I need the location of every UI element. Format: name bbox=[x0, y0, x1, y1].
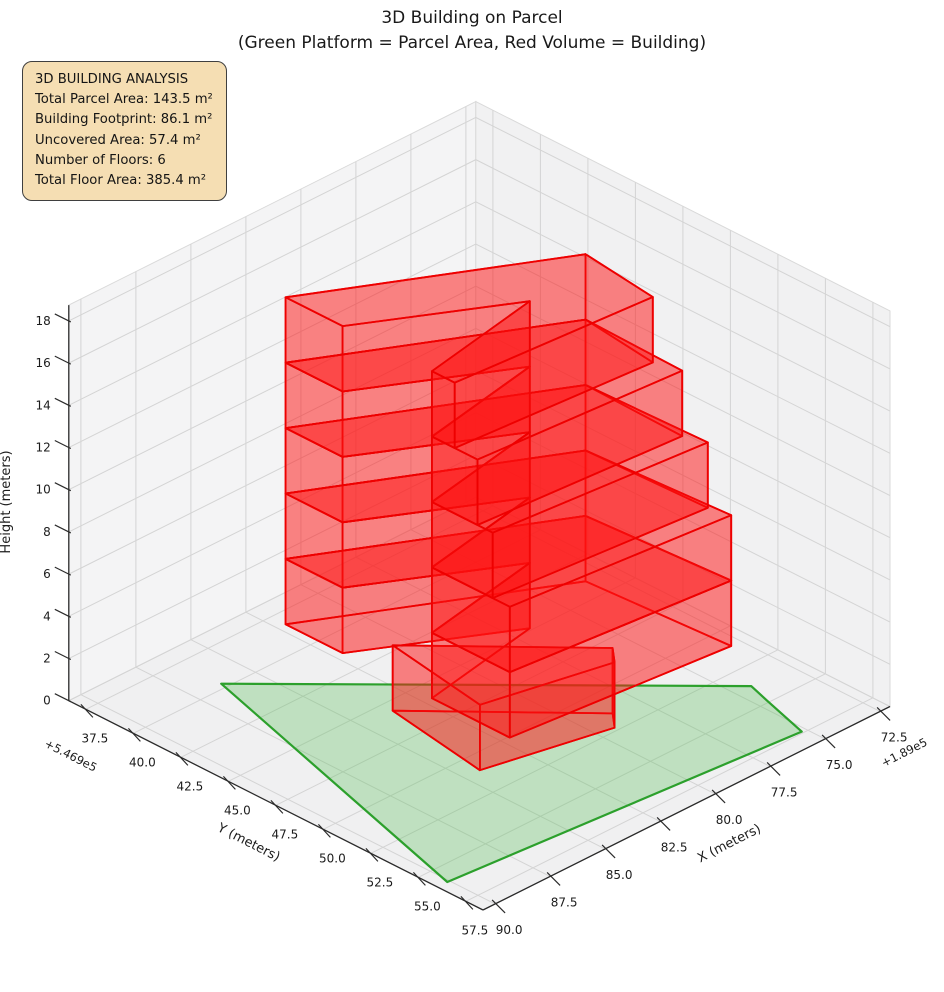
tick-label: 12 bbox=[36, 441, 51, 455]
building-floor-3-face bbox=[430, 566, 511, 674]
building-floor-1-face bbox=[478, 661, 616, 772]
scene-3d bbox=[220, 253, 803, 884]
tick-label: 42.5 bbox=[177, 779, 204, 793]
info-line-floorarea: Total Floor Area: 385.4 m² bbox=[35, 173, 207, 189]
tick-label: 77.5 bbox=[771, 785, 798, 799]
tick-label: 52.5 bbox=[367, 875, 394, 889]
tick-label: 57.5 bbox=[462, 923, 489, 937]
tick-label: 47.5 bbox=[272, 827, 299, 841]
tick-label: 75.0 bbox=[826, 758, 853, 772]
tick-label: 4 bbox=[43, 609, 51, 623]
tick-label: 37.5 bbox=[82, 731, 109, 745]
chart-subtitle: (Green Platform = Parcel Area, Red Volum… bbox=[237, 32, 707, 53]
tick-label: 16 bbox=[36, 356, 51, 370]
tick-label: 18 bbox=[36, 314, 51, 328]
tick-label: 85.0 bbox=[606, 868, 633, 882]
analysis-info-box: 3D BUILDING ANALYSIS Total Parcel Area: … bbox=[22, 61, 227, 202]
tick-label: 40.0 bbox=[129, 755, 156, 769]
tick-label: 72.5 bbox=[881, 730, 908, 744]
tick-label: 14 bbox=[36, 398, 51, 412]
tick-label: 0 bbox=[43, 694, 51, 708]
info-line-parcel: Total Parcel Area: 143.5 m² bbox=[35, 92, 213, 108]
parcel-polygon bbox=[220, 682, 803, 884]
chart-title-block: 3D Building on Parcel (Green Platform = … bbox=[0, 6, 944, 55]
grid-lines bbox=[68, 106, 891, 905]
tick-label: 45.0 bbox=[224, 803, 251, 817]
tick-label: 8 bbox=[43, 525, 51, 539]
chart-title: 3D Building on Parcel bbox=[381, 8, 563, 28]
x-axis-label: X (meters) bbox=[695, 822, 763, 867]
tick-label: 10 bbox=[36, 483, 51, 497]
info-line-footprint: Building Footprint: 86.1 m² bbox=[35, 112, 213, 128]
tick-label: 82.5 bbox=[661, 840, 688, 854]
tick-label: 50.0 bbox=[319, 851, 346, 865]
building-floor-6-face bbox=[430, 370, 456, 450]
tick-label: 55.0 bbox=[414, 899, 441, 913]
info-line-floors: Number of Floors: 6 bbox=[35, 152, 166, 168]
tick-label: 6 bbox=[43, 567, 51, 581]
info-line-uncovered: Uncovered Area: 57.4 m² bbox=[35, 132, 201, 148]
tick-label: 80.0 bbox=[716, 813, 743, 827]
tick-label: 2 bbox=[43, 652, 51, 666]
tick-label: 87.5 bbox=[551, 895, 578, 909]
info-line-heading: 3D BUILDING ANALYSIS bbox=[35, 72, 189, 87]
tick-label: 90.0 bbox=[496, 923, 523, 937]
z-axis-label: Height (meters) bbox=[0, 450, 14, 553]
